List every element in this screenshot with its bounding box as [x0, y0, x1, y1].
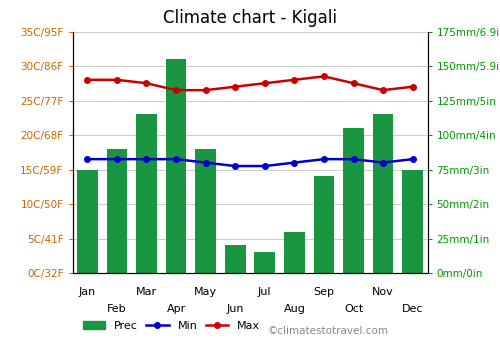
Text: Oct: Oct — [344, 304, 363, 314]
Bar — [254, 252, 275, 273]
Bar — [402, 169, 423, 273]
Text: Jun: Jun — [226, 304, 244, 314]
Text: Nov: Nov — [372, 287, 394, 298]
Bar — [225, 245, 246, 273]
Bar — [314, 176, 334, 273]
Text: Aug: Aug — [284, 304, 306, 314]
Text: Jul: Jul — [258, 287, 272, 298]
Text: Sep: Sep — [314, 287, 334, 298]
Text: Feb: Feb — [107, 304, 126, 314]
Bar — [284, 232, 304, 273]
Title: Climate chart - Kigali: Climate chart - Kigali — [163, 9, 337, 27]
Legend: Prec, Min, Max: Prec, Min, Max — [78, 316, 265, 335]
Bar — [136, 114, 157, 273]
Bar — [77, 169, 98, 273]
Bar — [373, 114, 394, 273]
Bar — [166, 59, 186, 273]
Text: ©climatestotravel.com: ©climatestotravel.com — [268, 326, 389, 336]
Text: Mar: Mar — [136, 287, 157, 298]
Text: Dec: Dec — [402, 304, 423, 314]
Text: Apr: Apr — [166, 304, 186, 314]
Text: May: May — [194, 287, 217, 298]
Bar — [106, 149, 127, 273]
Bar — [196, 149, 216, 273]
Bar — [343, 128, 364, 273]
Text: Jan: Jan — [78, 287, 96, 298]
